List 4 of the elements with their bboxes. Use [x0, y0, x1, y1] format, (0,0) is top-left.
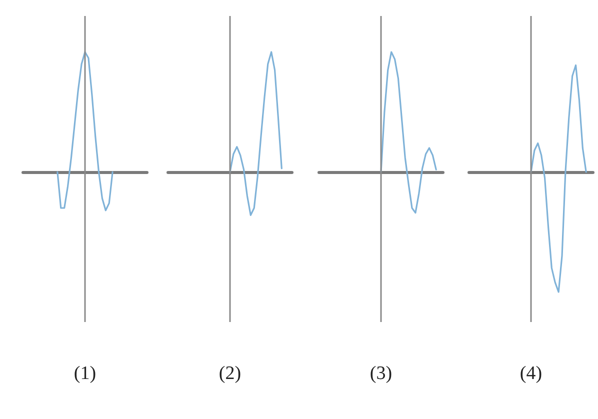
x-axis-title: (3) [370, 363, 392, 384]
x-axis-title: (4) [520, 363, 542, 384]
x-axis-title: (1) [74, 363, 96, 384]
x-axis-title: (2) [218, 363, 242, 384]
